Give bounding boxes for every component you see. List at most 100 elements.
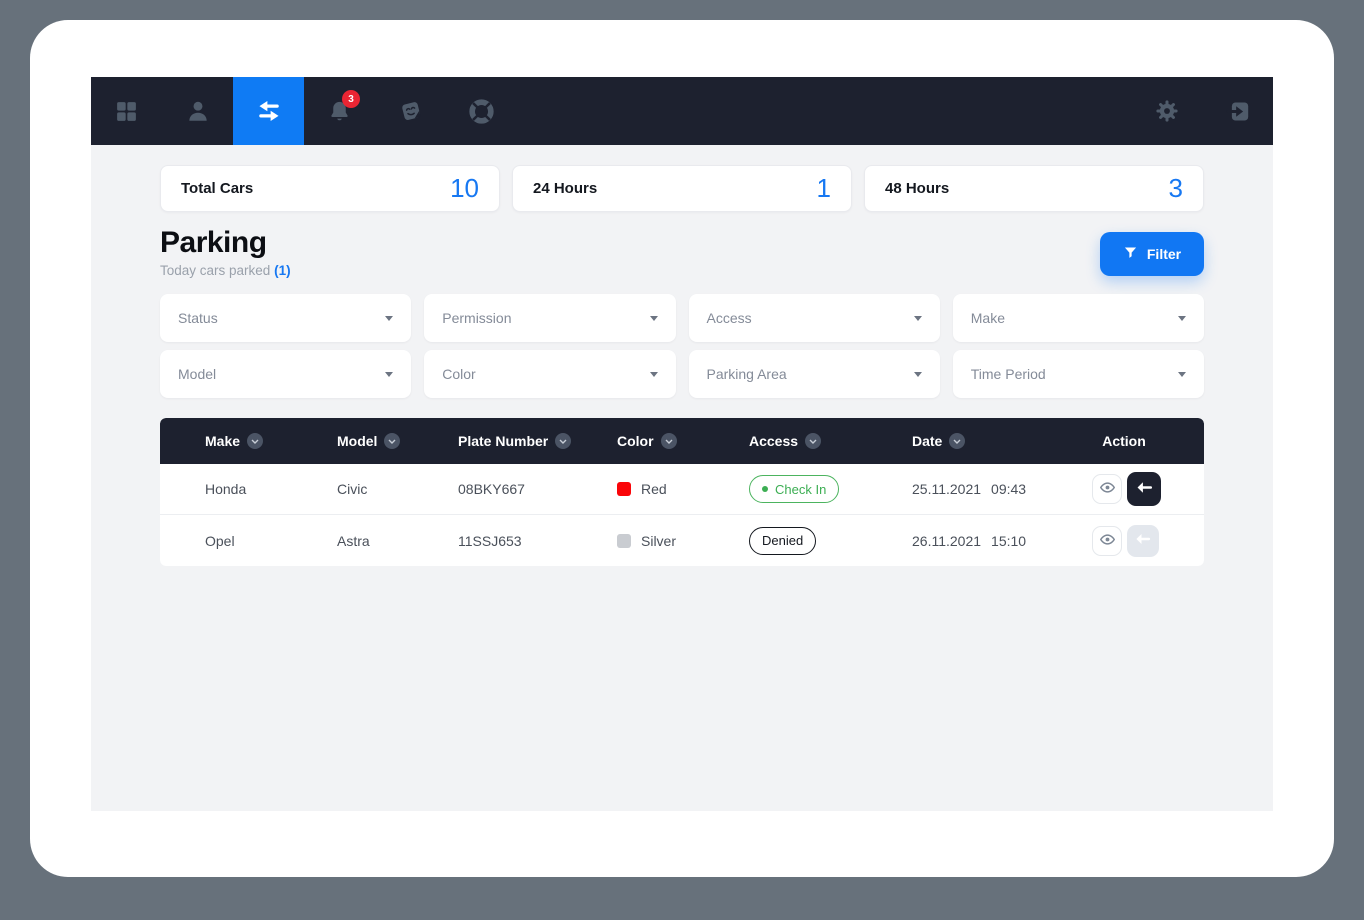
chevron-down-icon [913,371,922,377]
cell-action [1092,472,1204,506]
sort-chevron-icon[interactable] [555,433,572,449]
stat-value: 3 [1168,173,1183,203]
cell-plate-number: 08BKY667 [458,481,525,497]
column-header-date: Date [912,433,1092,449]
filter-dropdown-parking-area[interactable]: Parking Area [688,350,940,398]
dropdown-label: Status [178,310,218,326]
stat-label: Total Cars [181,180,254,197]
dropdown-label: Make [970,310,1005,326]
arrow-left-icon [1135,478,1154,500]
cell-model: Astra [337,532,370,549]
access-label: Check In [775,481,827,497]
cell-access: Denied [749,526,912,555]
cell-date: 25.11.2021 09:43 [912,481,1092,497]
filter-dropdown-make[interactable]: Make [952,294,1204,342]
grid-icon [114,99,139,124]
filter-dropdown-status[interactable]: Status [160,294,412,342]
page-header: Parking Today cars parked (1) Filter [160,226,1204,278]
nav-tab-settings[interactable] [1131,77,1202,145]
page-title-group: Parking Today cars parked (1) [160,226,291,278]
filter-dropdown-permission[interactable]: Permission [424,294,676,342]
stats-row: Total Cars 10 24 Hours 1 48 Hours 3 [160,165,1204,212]
color-swatch [617,482,631,496]
filter-dropdown-model[interactable]: Model [160,350,412,398]
chevron-down-icon [913,315,922,321]
sort-chevron-icon[interactable] [247,433,264,449]
view-button[interactable] [1092,525,1122,556]
nav-tab-dashboard[interactable] [91,77,162,145]
nav-tab-users[interactable] [162,77,233,145]
column-header-action: Action [1092,433,1204,449]
filter-dropdown-access[interactable]: Access [688,294,940,342]
column-label: Model [337,433,378,449]
sticker-smile-icon [398,98,424,124]
chevron-down-icon [385,371,394,377]
cell-date: 26.11.2021 15:10 [912,533,1092,549]
navbar-right-group [1131,77,1273,145]
column-header-color: Color [617,433,749,449]
page-title: Parking [160,226,267,259]
page-subtitle-count: (1) [274,263,291,278]
app-window: 3 [91,77,1273,811]
checkout-button-disabled [1127,524,1159,557]
user-icon [185,98,211,124]
cell-color: Red [617,481,749,497]
filter-button-label: Filter [1146,246,1182,262]
dropdown-label: Access [706,310,752,326]
column-header-access: Access [749,433,912,449]
notification-count-badge: 3 [342,90,360,108]
filter-dropdown-color[interactable]: Color [424,350,676,398]
sort-chevron-icon[interactable] [805,433,822,449]
device-frame: 3 [30,20,1334,877]
filter-dropdown-time-period[interactable]: Time Period [952,350,1204,398]
stat-card-24-hours: 24 Hours 1 [512,165,852,212]
lifebuoy-icon [468,98,495,125]
column-label: Color [617,433,654,449]
check-in-badge: Check In [749,475,840,503]
sort-chevron-icon[interactable] [384,433,401,449]
nav-tab-stickers[interactable] [375,77,446,145]
sort-chevron-icon[interactable] [660,433,677,449]
stat-card-total-cars: Total Cars 10 [160,165,500,212]
parking-table: Make Model Plate Number Color [160,418,1204,566]
dropdown-label: Color [442,366,476,382]
date-value: 25.11.2021 [912,481,982,497]
stat-value: 10 [450,173,479,203]
sort-chevron-icon[interactable] [949,433,966,449]
checkout-button[interactable] [1127,472,1161,506]
column-label: Plate Number [458,433,549,449]
nav-tab-parking-active[interactable] [233,77,304,145]
filter-button[interactable]: Filter [1100,232,1204,276]
denied-badge: Denied [749,526,817,555]
table-row: Honda Civic 08BKY667 Red Check In [160,464,1204,515]
cell-model: Civic [337,481,368,497]
color-swatch [617,533,631,548]
color-name: Red [641,481,667,497]
column-header-make: Make [205,433,337,449]
nav-tab-support[interactable] [446,77,517,145]
time-value: 09:43 [991,481,1027,497]
eye-icon [1099,531,1116,551]
access-label: Denied [762,533,804,548]
column-header-model: Model [337,433,458,449]
eye-icon [1099,479,1116,499]
nav-tab-notifications[interactable]: 3 [304,77,375,145]
column-header-plate-number: Plate Number [458,433,617,449]
status-dot [762,486,768,492]
nav-tab-logout[interactable] [1202,77,1273,145]
main-content: Total Cars 10 24 Hours 1 48 Hours 3 Park… [91,145,1273,566]
view-button[interactable] [1092,474,1122,504]
date-value: 26.11.2021 [912,532,982,549]
cell-access: Check In [749,475,912,503]
dropdown-label: Parking Area [706,366,787,382]
filters-grid: Status Permission Access Make Model [160,294,1204,398]
stat-label: 48 Hours [885,180,950,197]
table-header-row: Make Model Plate Number Color [160,418,1204,464]
top-navbar: 3 [91,77,1273,145]
cell-make: Honda [205,481,247,497]
dropdown-label: Permission [442,310,512,326]
stat-value: 1 [816,173,831,203]
stat-label: 24 Hours [533,180,598,197]
cell-make: Opel [205,532,235,549]
stat-card-48-hours: 48 Hours 3 [864,165,1204,212]
